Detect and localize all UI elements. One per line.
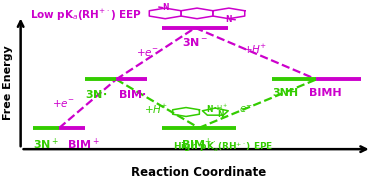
- Text: BIMH: BIMH: [309, 88, 342, 98]
- Text: $+$H$^{+}$: $+$H$^{+}$: [144, 103, 168, 116]
- Text: 3N$^+$: 3N$^+$: [34, 136, 60, 151]
- Text: N: N: [206, 105, 212, 114]
- Text: e$^{-}$: e$^{-}$: [239, 104, 253, 115]
- Text: Low pK$_a$(RH$^{+\cdot}$) EEP: Low pK$_a$(RH$^{+\cdot}$) EEP: [30, 8, 142, 23]
- Text: N: N: [162, 3, 169, 12]
- Text: N: N: [226, 15, 232, 24]
- Text: BIM$\mathbf{\cdot}$: BIM$\mathbf{\cdot}$: [118, 88, 147, 100]
- Text: $+$e$^{-}$: $+$e$^{-}$: [52, 98, 74, 109]
- Text: BIM$^+$: BIM$^+$: [67, 136, 99, 151]
- Text: Free Energy: Free Energy: [3, 45, 13, 120]
- Text: 3NH: 3NH: [272, 88, 299, 98]
- Text: 3N$\mathbf{\cdot}$: 3N$\mathbf{\cdot}$: [85, 88, 108, 100]
- Text: $+$e$^{-}$: $+$e$^{-}$: [136, 47, 159, 58]
- Text: Reaction Coordinate: Reaction Coordinate: [131, 166, 266, 179]
- Text: H$^+$: H$^+$: [216, 103, 228, 113]
- Text: High pK$_a$(RH$^{+\cdot}$) EPE: High pK$_a$(RH$^{+\cdot}$) EPE: [173, 140, 273, 154]
- Text: BIM$^{+\cdot}$: BIM$^{+\cdot}$: [181, 136, 217, 151]
- Text: N: N: [217, 110, 224, 119]
- Text: $+$H$^{+}$: $+$H$^{+}$: [243, 43, 267, 56]
- Text: 3N$^-$: 3N$^-$: [182, 36, 208, 48]
